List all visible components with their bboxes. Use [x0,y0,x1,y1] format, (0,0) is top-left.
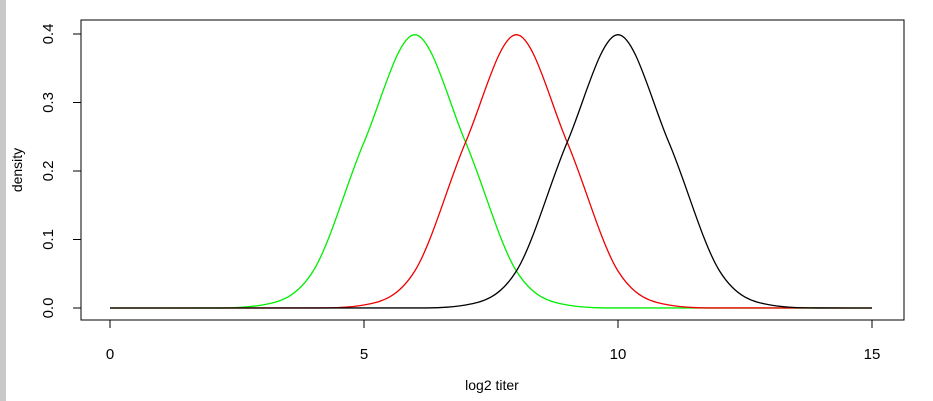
series-line-3 [109,34,873,309]
y-tick-label: 0.3 [40,92,57,113]
x-tick-label: 10 [610,346,627,363]
x-tick-label: 5 [360,346,368,363]
y-axis: 0.0 0.1 0.2 0.3 0.4 [40,24,82,319]
window-edge [0,0,6,401]
series-layer [109,34,873,309]
series-line-1 [109,34,873,309]
y-tick-label: 0.1 [40,229,57,250]
x-tick-label: 0 [106,346,114,363]
plot-frame [80,19,905,321]
y-tick-label: 0.4 [40,24,57,45]
y-tick-label: 0.0 [40,298,57,319]
y-tick-label: 0.2 [40,161,57,182]
x-tick-label: 15 [864,346,881,363]
x-axis: 0 5 10 15 [106,319,881,363]
series-line-2 [109,34,873,309]
y-axis-title: density [9,148,25,192]
x-axis-title: log2 titer [465,377,519,393]
